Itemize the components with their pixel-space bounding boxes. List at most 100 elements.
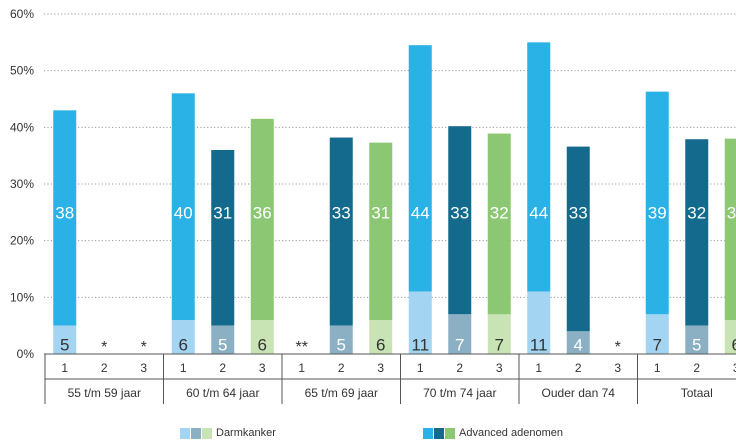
data-label-adenomen: 39 [648, 203, 667, 222]
bar-adenomen [329, 137, 353, 326]
data-label-adenomen: 38 [55, 203, 74, 222]
bar-adenomen [685, 139, 709, 326]
legend-swatch-darmkanker-2 [191, 427, 201, 439]
bar-adenomen [211, 150, 235, 326]
y-tick-label: 0% [17, 347, 35, 361]
group-label: Totaal [681, 386, 713, 400]
x-tick-label: 3 [733, 361, 736, 375]
bar-adenomen [645, 91, 669, 315]
data-label-darmkanker: 5 [337, 336, 346, 355]
data-label-adenomen: 31 [371, 203, 390, 222]
bar-adenomen [487, 133, 511, 315]
bar-darmkanker [250, 320, 274, 354]
data-label-adenomen: 36 [253, 203, 272, 222]
bar-darmkanker [448, 314, 472, 354]
legend-label-adenomen: Advanced adenomen [459, 427, 563, 439]
y-axis: 0% 10% 20% 30% 40% 50% 60% [10, 7, 34, 361]
data-label-darmkanker: 6 [732, 336, 736, 355]
legend-swatch-darmkanker-3 [202, 427, 212, 439]
y-tick-label: 30% [10, 177, 34, 191]
bar-darmkanker [369, 320, 393, 354]
data-label-darmkanker: 5 [60, 336, 69, 355]
insufficient-data-marker: * [141, 339, 147, 356]
bar-darmkanker [211, 325, 235, 354]
y-tick-label: 20% [10, 234, 34, 248]
group-label: 70 t/m 74 jaar [423, 386, 496, 400]
x-tick-label: 1 [180, 361, 187, 375]
x-tick-label: 2 [101, 361, 108, 375]
y-tick-label: 60% [10, 7, 34, 21]
bar-adenomen [369, 142, 393, 320]
y-tick-label: 40% [10, 120, 34, 134]
legend-item-adenomen: Advanced adenomen [423, 427, 563, 439]
data-label-adenomen: 33 [332, 203, 351, 222]
x-tick-label: 1 [654, 361, 661, 375]
x-tick-label: 1 [298, 361, 305, 375]
legend-swatch-adenomen-1 [423, 427, 433, 439]
legend-item-darmkanker: Darmkanker [180, 427, 276, 439]
group-label: Ouder dan 74 [542, 386, 616, 400]
data-label-darmkanker: 11 [411, 336, 429, 355]
x-tick-label: 1 [61, 361, 68, 375]
group-label: 55 t/m 59 jaar [68, 386, 141, 400]
group-label: 60 t/m 64 jaar [186, 386, 259, 400]
x-tick-label: 2 [456, 361, 463, 375]
insufficient-data-marker: ** [296, 339, 308, 356]
insufficient-data-marker: * [615, 339, 621, 356]
data-label-adenomen: 44 [529, 203, 548, 222]
bar-darmkanker [566, 331, 590, 354]
legend-swatch-darmkanker-1 [180, 427, 190, 439]
bar-darmkanker [171, 320, 195, 354]
data-label-darmkanker: 11 [530, 336, 548, 355]
data-label-darmkanker: 7 [455, 336, 464, 355]
bar-darmkanker [685, 325, 709, 354]
y-tick-label: 50% [10, 64, 34, 78]
bar-adenomen [171, 93, 195, 320]
data-label-darmkanker: 6 [376, 336, 385, 355]
x-tick-label: 3 [614, 361, 621, 375]
data-label-darmkanker: 5 [218, 336, 227, 355]
data-label-darmkanker: 7 [495, 336, 504, 355]
x-tick-label: 2 [338, 361, 345, 375]
bar-darmkanker [527, 291, 551, 354]
x-tick-label: 2 [575, 361, 582, 375]
x-tick-label: 3 [140, 361, 147, 375]
data-label-darmkanker: 4 [574, 336, 583, 355]
legend-label-darmkanker: Darmkanker [216, 427, 276, 439]
bar-darmkanker [724, 320, 736, 354]
x-tick-label: 1 [417, 361, 424, 375]
data-label-adenomen: 40 [174, 203, 193, 222]
data-label-adenomen: 32 [687, 203, 706, 222]
legend-swatch-adenomen-3 [445, 427, 455, 439]
x-tick-label: 2 [219, 361, 226, 375]
x-tick-label: 3 [496, 361, 503, 375]
bar-darmkanker [487, 314, 511, 354]
bar-adenomen [408, 45, 432, 292]
insufficient-data-marker: * [101, 339, 107, 356]
bar-darmkanker [408, 291, 432, 354]
bar-adenomen [448, 126, 472, 315]
bar-adenomen [527, 42, 551, 292]
x-tick-label: 1 [535, 361, 542, 375]
data-label-adenomen: 33 [569, 203, 588, 222]
legend-swatch-adenomen-2 [434, 427, 444, 439]
data-label-darmkanker: 6 [258, 336, 267, 355]
data-label-darmkanker: 7 [653, 336, 662, 355]
data-label-adenomen: 31 [213, 203, 232, 222]
y-tick-label: 10% [10, 290, 34, 304]
bar-adenomen [53, 110, 77, 326]
data-label-adenomen: 33 [450, 203, 469, 222]
data-label-adenomen: 32 [727, 203, 736, 222]
data-label-darmkanker: 5 [692, 336, 701, 355]
data-label-adenomen: 44 [411, 203, 430, 222]
data-label-darmkanker: 6 [179, 336, 188, 355]
bar-darmkanker [645, 314, 669, 354]
group-label: 65 t/m 69 jaar [305, 386, 378, 400]
bar-darmkanker [329, 325, 353, 354]
bar-adenomen [724, 138, 736, 320]
bar-darmkanker [53, 325, 77, 354]
x-tick-label: 3 [259, 361, 266, 375]
